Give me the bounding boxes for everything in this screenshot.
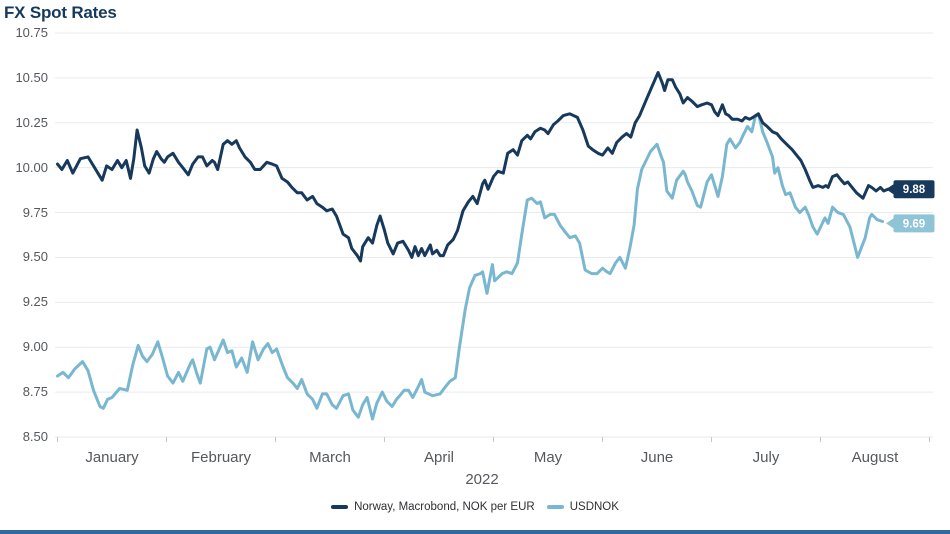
y-axis-label: 10.00 — [15, 159, 48, 175]
x-axis-label: July — [752, 449, 780, 466]
x-axis-label: August — [851, 449, 899, 466]
x-axis-label: May — [533, 449, 563, 466]
svg-text:9.88: 9.88 — [903, 184, 926, 196]
y-axis-label: 9.25 — [22, 294, 48, 310]
x-axis-label: June — [640, 449, 674, 466]
y-axis-label: 8.75 — [22, 384, 48, 400]
legend-item-usdnok: USDNOK — [546, 501, 619, 513]
y-axis-label: 10.50 — [15, 69, 48, 85]
legend-label-usdnok: USDNOK — [569, 501, 619, 513]
chart-title: FX Spot Rates — [4, 3, 117, 22]
series-line-eurnok — [56, 71, 892, 263]
y-axis-label: 8.50 — [22, 429, 48, 444]
x-axis-label: January — [85, 449, 139, 466]
legend-label-eurnok: Norway, Macrobond, NOK per EUR — [354, 501, 535, 513]
legend: Norway, Macrobond, NOK per EUR USDNOK — [0, 501, 950, 513]
x-axis-label: March — [309, 449, 351, 466]
y-axis-label: 9.50 — [22, 249, 48, 265]
legend-swatch-eurnok — [331, 505, 349, 509]
end-value-badge-usdnok: 9.69 — [886, 214, 935, 233]
x-axis-year-label: 2022 — [465, 471, 499, 488]
legend-item-eurnok: Norway, Macrobond, NOK per EUR — [331, 501, 535, 513]
y-axis-label: 9.00 — [22, 339, 48, 355]
series-line-usdnok — [56, 112, 885, 421]
bottom-accent-bar — [0, 530, 950, 534]
x-axis-label: February — [190, 449, 252, 466]
svg-text:9.69: 9.69 — [903, 218, 925, 230]
legend-swatch-usdnok — [546, 505, 564, 509]
y-axis-label: 10.75 — [15, 25, 48, 40]
y-axis-label: 10.25 — [15, 114, 48, 130]
x-axis-label: April — [423, 449, 455, 466]
y-axis-label: 9.75 — [22, 204, 48, 220]
end-value-badge-eurnok: 9.88 — [886, 180, 935, 199]
